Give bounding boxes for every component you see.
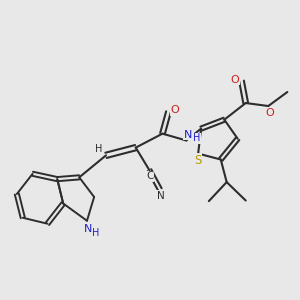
Text: O: O <box>231 75 239 85</box>
Text: H: H <box>95 144 102 154</box>
Text: N: N <box>184 130 192 140</box>
Text: N: N <box>157 191 164 201</box>
Text: N: N <box>83 224 92 234</box>
Text: S: S <box>194 154 201 167</box>
Text: H: H <box>193 133 200 143</box>
Text: H: H <box>92 228 100 238</box>
Text: O: O <box>171 106 179 116</box>
Text: C: C <box>146 171 154 181</box>
Text: O: O <box>266 108 274 118</box>
